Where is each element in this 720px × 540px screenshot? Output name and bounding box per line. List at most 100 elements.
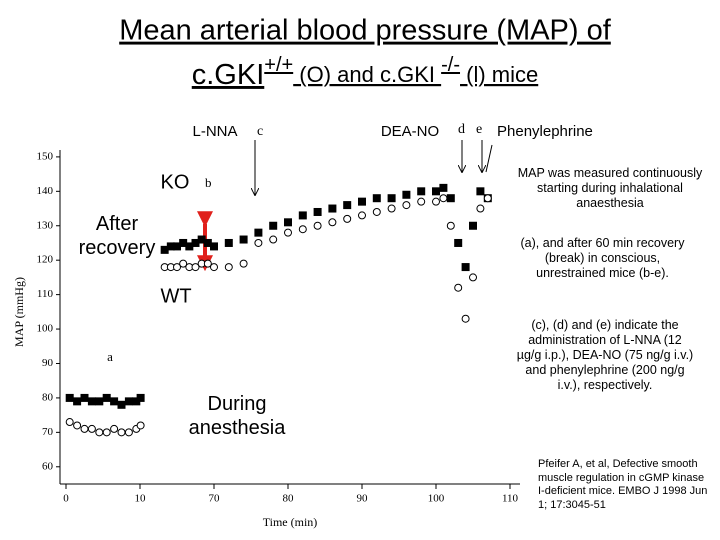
wt-point xyxy=(402,201,411,210)
y-tick-label: 60 xyxy=(42,460,54,472)
x-tick-label: 100 xyxy=(428,493,445,505)
ko-point xyxy=(87,397,96,406)
title-sup: -/- xyxy=(441,54,460,76)
wt-point xyxy=(224,263,233,272)
annotation: e xyxy=(476,122,482,137)
title-line2: c.GKI+/+ (O) and c.GKI -/- (l) mice xyxy=(192,54,538,90)
x-tick-label: 0 xyxy=(63,493,69,505)
wt-point xyxy=(483,194,492,203)
title-part: (l) mice xyxy=(460,62,538,87)
wt-point xyxy=(454,283,463,292)
title-sup: +/+ xyxy=(264,54,293,76)
ko-point xyxy=(254,228,263,237)
ko-point xyxy=(446,194,455,203)
wt-point xyxy=(476,204,485,213)
ko-point xyxy=(432,187,440,196)
x-axis-label: Time (min) xyxy=(263,515,318,529)
wt-point xyxy=(372,207,381,216)
wt-point xyxy=(461,314,470,323)
ko-point xyxy=(80,393,89,402)
ko-point xyxy=(117,400,126,409)
ko-point xyxy=(136,393,145,402)
ko-point xyxy=(417,187,426,196)
wt-point xyxy=(191,263,200,272)
wt-point xyxy=(239,259,248,268)
y-tick-label: 80 xyxy=(42,391,54,403)
ko-point xyxy=(313,207,322,216)
title-part: c.GKI xyxy=(192,59,265,91)
annotation: During anesthesia xyxy=(188,393,286,439)
x-tick-label: 110 xyxy=(502,493,519,505)
wt-point xyxy=(254,238,263,247)
y-tick-label: 70 xyxy=(42,426,54,438)
wt-point xyxy=(179,259,188,268)
ko-point xyxy=(73,397,82,406)
ko-point xyxy=(65,393,74,402)
ko-point xyxy=(387,194,396,203)
wt-point xyxy=(80,424,89,433)
wt-point xyxy=(87,424,96,433)
y-tick-label: 130 xyxy=(37,219,54,231)
wt-point xyxy=(210,263,218,272)
y-tick-label: 120 xyxy=(37,254,54,266)
y-tick-label: 100 xyxy=(37,323,54,335)
annotation: KO xyxy=(161,171,190,193)
wt-point xyxy=(173,263,181,272)
annotation: d xyxy=(458,122,465,137)
annotation: Phenylephrine xyxy=(497,123,593,140)
y-axis-label: MAP (mmHg) xyxy=(12,277,26,347)
note: (a), and after 60 min recovery (break) i… xyxy=(520,236,685,280)
ko-point xyxy=(239,235,248,244)
ko-point xyxy=(461,263,470,272)
wt-point xyxy=(432,197,440,206)
wt-point xyxy=(269,235,278,244)
wt-point xyxy=(73,421,82,430)
wt-point xyxy=(298,225,307,234)
ko-point xyxy=(328,204,337,213)
wt-point xyxy=(328,218,337,227)
x-tick-label: 80 xyxy=(283,493,295,505)
ko-point xyxy=(439,183,448,192)
ko-point xyxy=(298,211,307,220)
annotation: a xyxy=(107,349,113,364)
annotation: DEA-NO xyxy=(381,123,439,140)
ko-point xyxy=(95,397,104,406)
ko-point xyxy=(372,194,381,203)
ko-point xyxy=(454,238,463,247)
ko-point xyxy=(102,393,111,402)
y-tick-label: 140 xyxy=(37,185,54,197)
ko-point xyxy=(110,397,119,406)
citation: Pfeifer A, et al, Defective smooth muscl… xyxy=(538,458,708,511)
x-tick-label: 70 xyxy=(209,493,221,505)
pointer xyxy=(485,144,493,173)
title-part: (O) and c.GKI xyxy=(293,62,441,87)
annotation: After recovery xyxy=(78,213,156,259)
x-tick-label: 90 xyxy=(357,493,369,505)
wt-point xyxy=(136,421,145,430)
wt-point xyxy=(284,228,292,237)
annotation: L-NNA xyxy=(192,123,237,140)
wt-point xyxy=(469,273,477,282)
wt-point xyxy=(439,194,448,203)
ko-point xyxy=(210,242,218,251)
title-line1: Mean arterial blood pressure (MAP) of xyxy=(119,15,612,47)
x-tick-label: 10 xyxy=(135,493,147,505)
wt-point xyxy=(95,428,104,437)
wt-point xyxy=(446,221,455,230)
ko-point xyxy=(284,218,292,227)
annotation: WT xyxy=(160,285,191,307)
wt-point xyxy=(313,221,322,230)
wt-point xyxy=(110,424,119,433)
wt-point xyxy=(117,428,126,437)
note: MAP was measured continuously starting d… xyxy=(517,166,703,210)
wt-point xyxy=(358,211,366,220)
wt-point xyxy=(343,214,352,223)
wt-point xyxy=(65,418,74,427)
note: (c), (d) and (e) indicate the administra… xyxy=(516,318,694,392)
ko-point xyxy=(402,190,411,199)
ko-point xyxy=(476,187,485,196)
ko-point xyxy=(124,397,133,406)
y-tick-label: 90 xyxy=(42,357,54,369)
